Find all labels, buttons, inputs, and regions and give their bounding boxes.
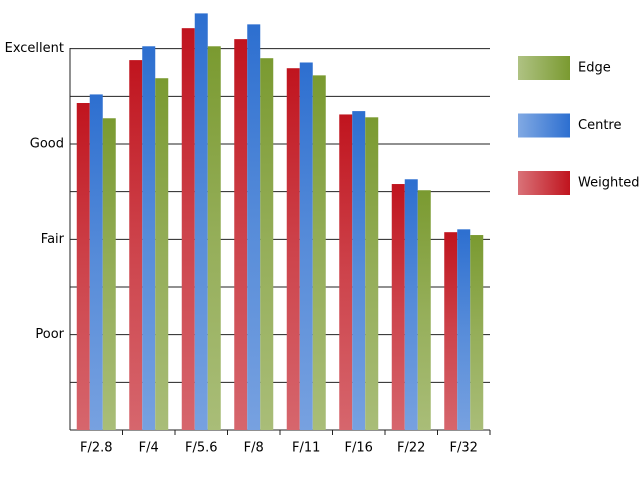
bar [102,118,116,430]
bar [299,62,313,431]
bar [457,229,471,430]
bar [312,75,326,431]
legend-swatch [518,171,570,195]
bar [194,13,208,430]
bar [339,114,353,431]
y-tick-label: Excellent [5,41,64,56]
bar [365,117,379,430]
bar [234,39,248,431]
legend-label: Edge [578,61,611,76]
x-tick-label: F/5.6 [185,441,218,456]
x-tick-label: F/32 [450,441,478,456]
bar [404,179,418,430]
x-tick-label: F/16 [345,441,373,456]
bar [470,235,484,430]
x-tick-label: F/8 [244,441,264,456]
bar [207,46,221,431]
legend-swatch [518,56,570,80]
x-tick-label: F/11 [292,441,320,456]
y-tick-label: Fair [41,232,65,247]
bar [155,78,169,430]
x-tick-label: F/2.8 [80,441,113,456]
bar [352,111,366,431]
bar [142,46,156,431]
x-tick-label: F/22 [397,441,425,456]
bar [89,94,103,430]
bar [76,103,90,431]
bar [286,68,300,431]
y-tick-label: Good [30,137,64,152]
bar [391,184,405,430]
x-tick-label: F/4 [139,441,159,456]
bar [129,60,143,431]
legend-label: Weighted [578,176,640,191]
bar [260,58,274,430]
bar [247,24,261,431]
bar [417,190,431,430]
bar [444,232,458,430]
y-tick-label: Poor [35,327,64,342]
legend-label: Centre [578,118,621,133]
legend-swatch [518,113,570,138]
bar [181,28,195,430]
